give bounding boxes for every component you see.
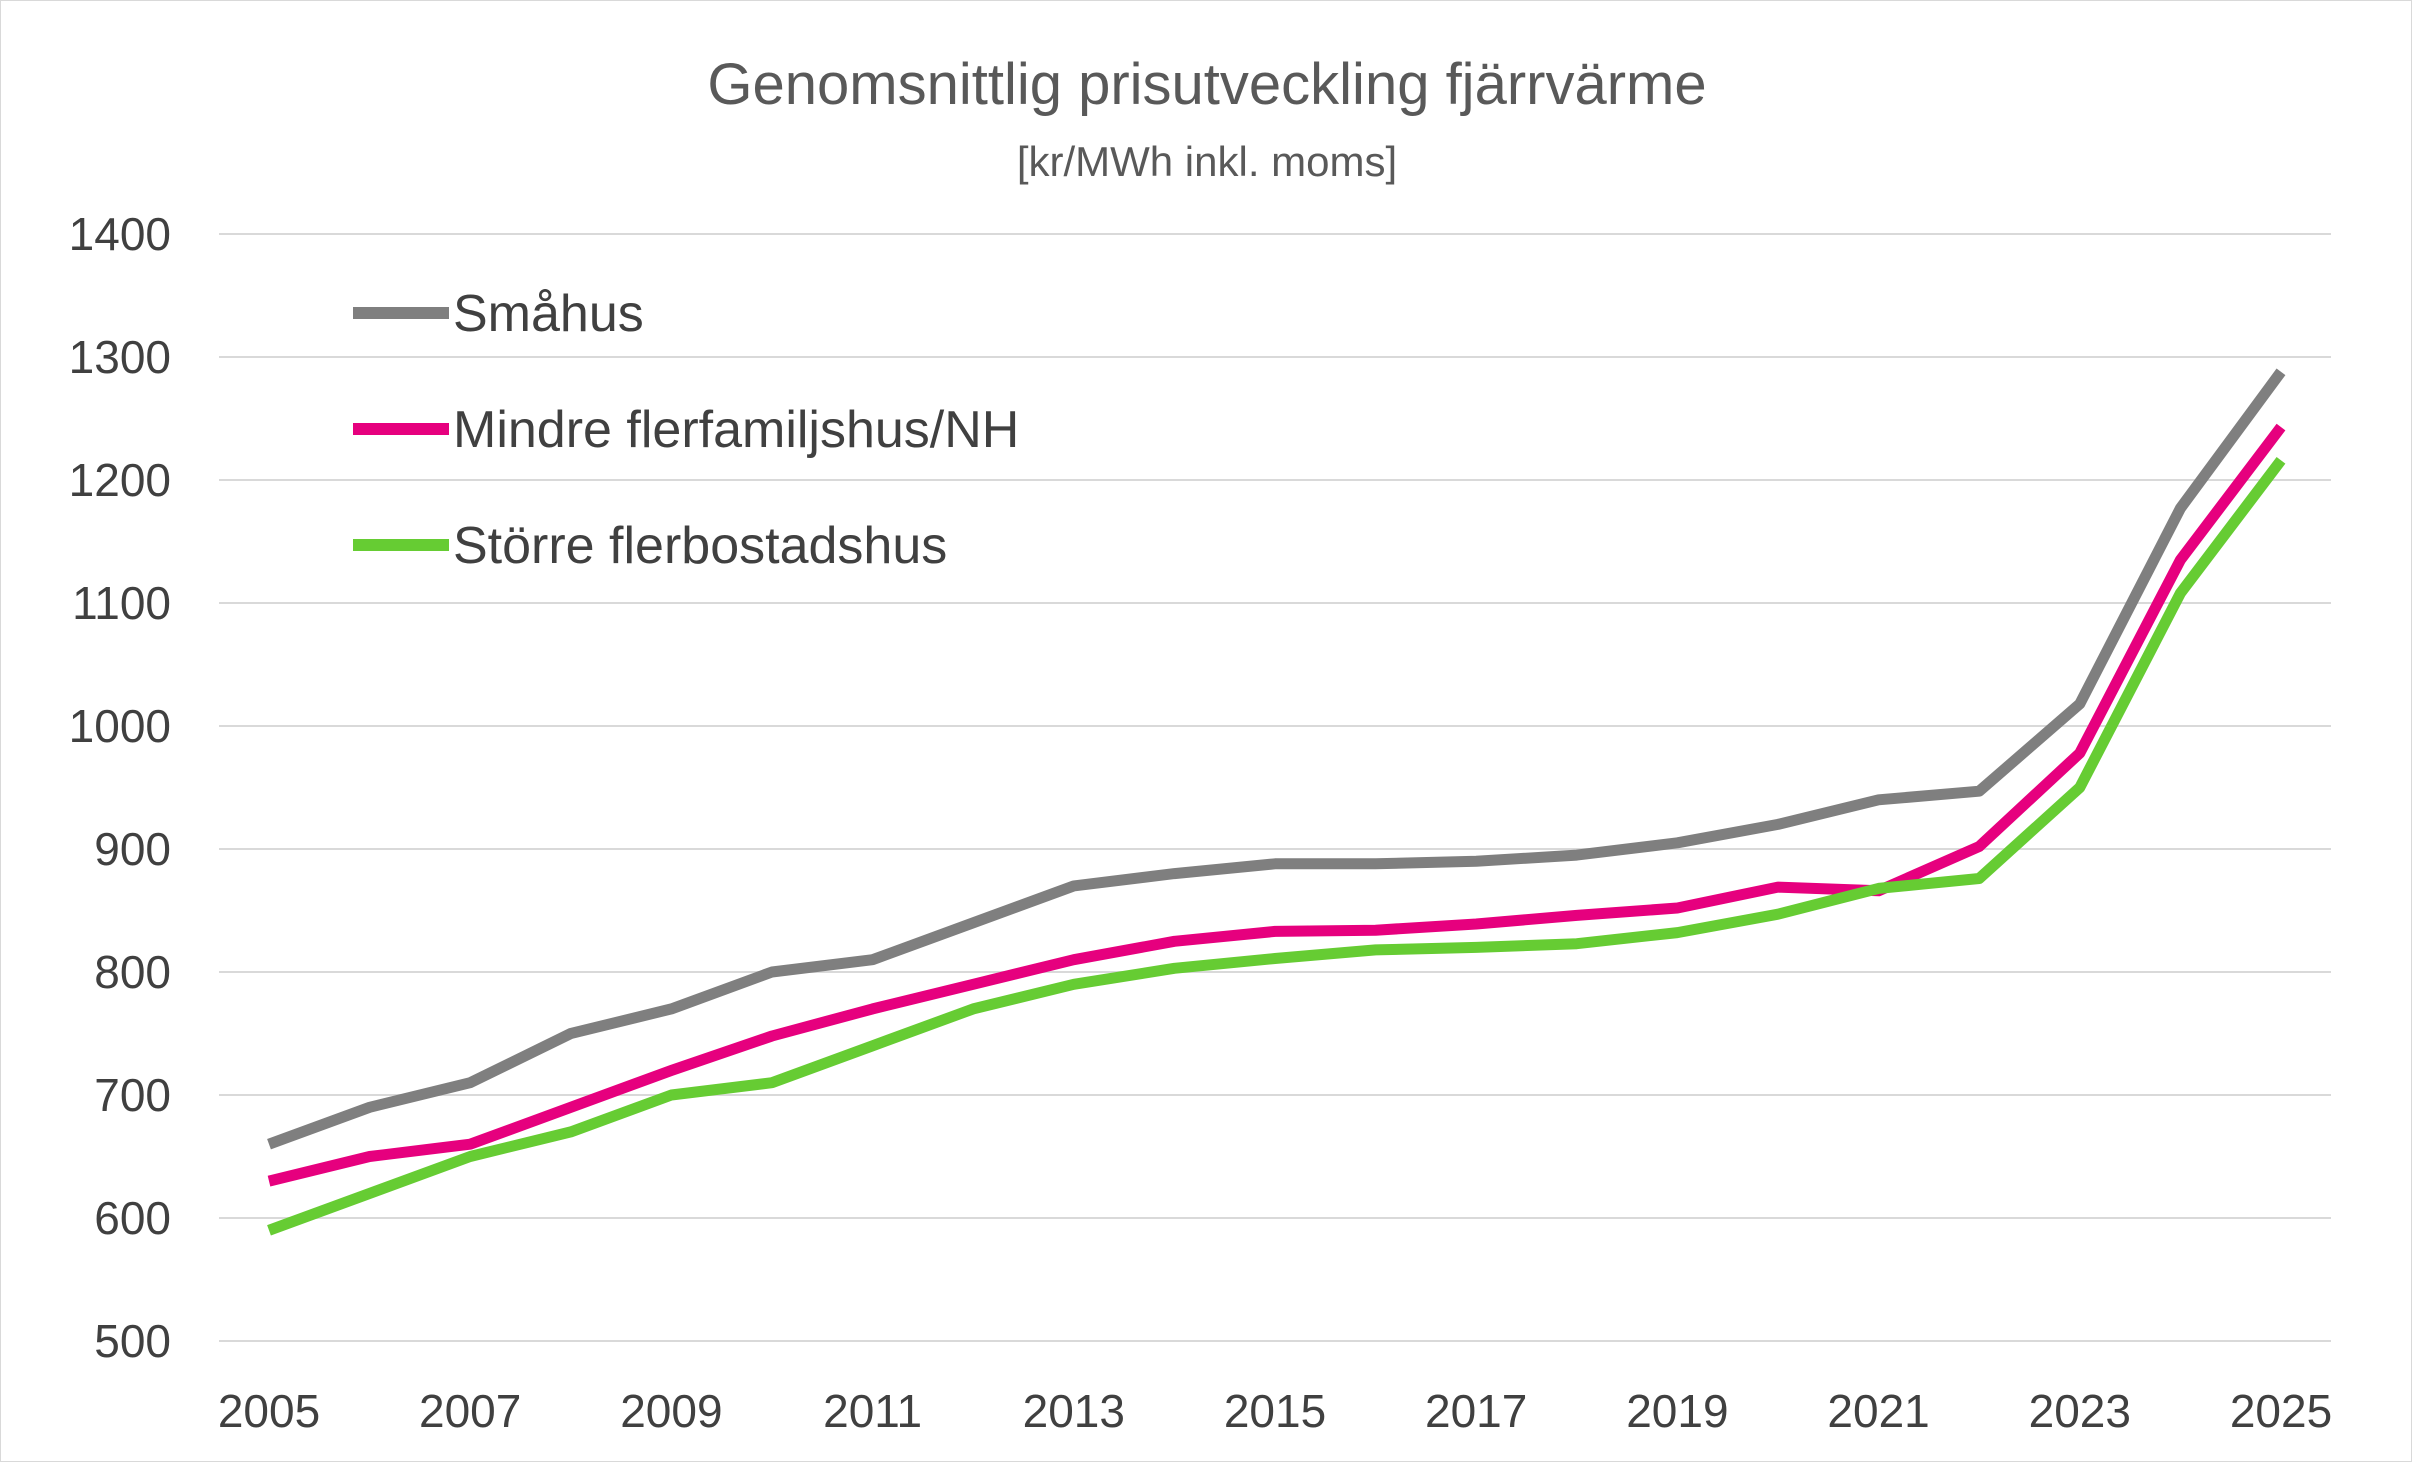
y-tick-label: 700 [94,1069,171,1121]
x-tick-label: 2019 [1626,1385,1728,1437]
series-line-1 [267,423,2286,1187]
x-axis-ticks: 2005 2007 2009 2011 2013 2015 2017 2019 2021 2023… [218,1385,2332,1437]
x-tick-label: 2025 [2230,1385,2332,1437]
x-tick-label: 2017 [1425,1385,1527,1437]
y-tick-label: 1300 [69,331,171,383]
y-tick-label: 900 [94,823,171,875]
legend: Småhus Mindre flerfamiljshus/NH Större fle… [353,285,1019,575]
gridlines [219,233,2331,1342]
y-tick-label: 1100 [72,577,171,629]
y-tick-label: 600 [94,1192,171,1244]
y-tick-label: 1400 [69,208,171,260]
x-tick-label: 2013 [1023,1385,1125,1437]
x-tick-label: 2007 [419,1385,521,1437]
legend-label: Större flerbostadshus [453,517,947,575]
x-tick-label: 2009 [620,1385,722,1437]
y-tick-label: 800 [94,946,171,998]
y-tick-label: 500 [94,1315,171,1367]
y-tick-label: 1200 [69,454,171,506]
x-tick-label: 2021 [1827,1385,1929,1437]
chart-title: Genomsnittlig prisutveckling fjärrvärme [707,52,1706,117]
x-tick-label: 2011 [823,1385,922,1437]
y-axis-ticks: 500 600 700 800 900 1000 1100 1200 1300 1400 [69,208,171,1367]
series-line-2 [267,456,2286,1236]
x-tick-label: 2015 [1224,1385,1326,1437]
x-tick-label: 2023 [2029,1385,2131,1437]
y-tick-label: 1000 [69,700,171,752]
series-line-0 [267,368,2286,1150]
x-tick-label: 2005 [218,1385,320,1437]
series-lines [267,368,2286,1236]
legend-label: Mindre flerfamiljshus/NH [453,401,1019,459]
legend-label: Småhus [453,285,644,343]
chart-subtitle: [kr/MWh inkl. moms] [1017,138,1397,185]
